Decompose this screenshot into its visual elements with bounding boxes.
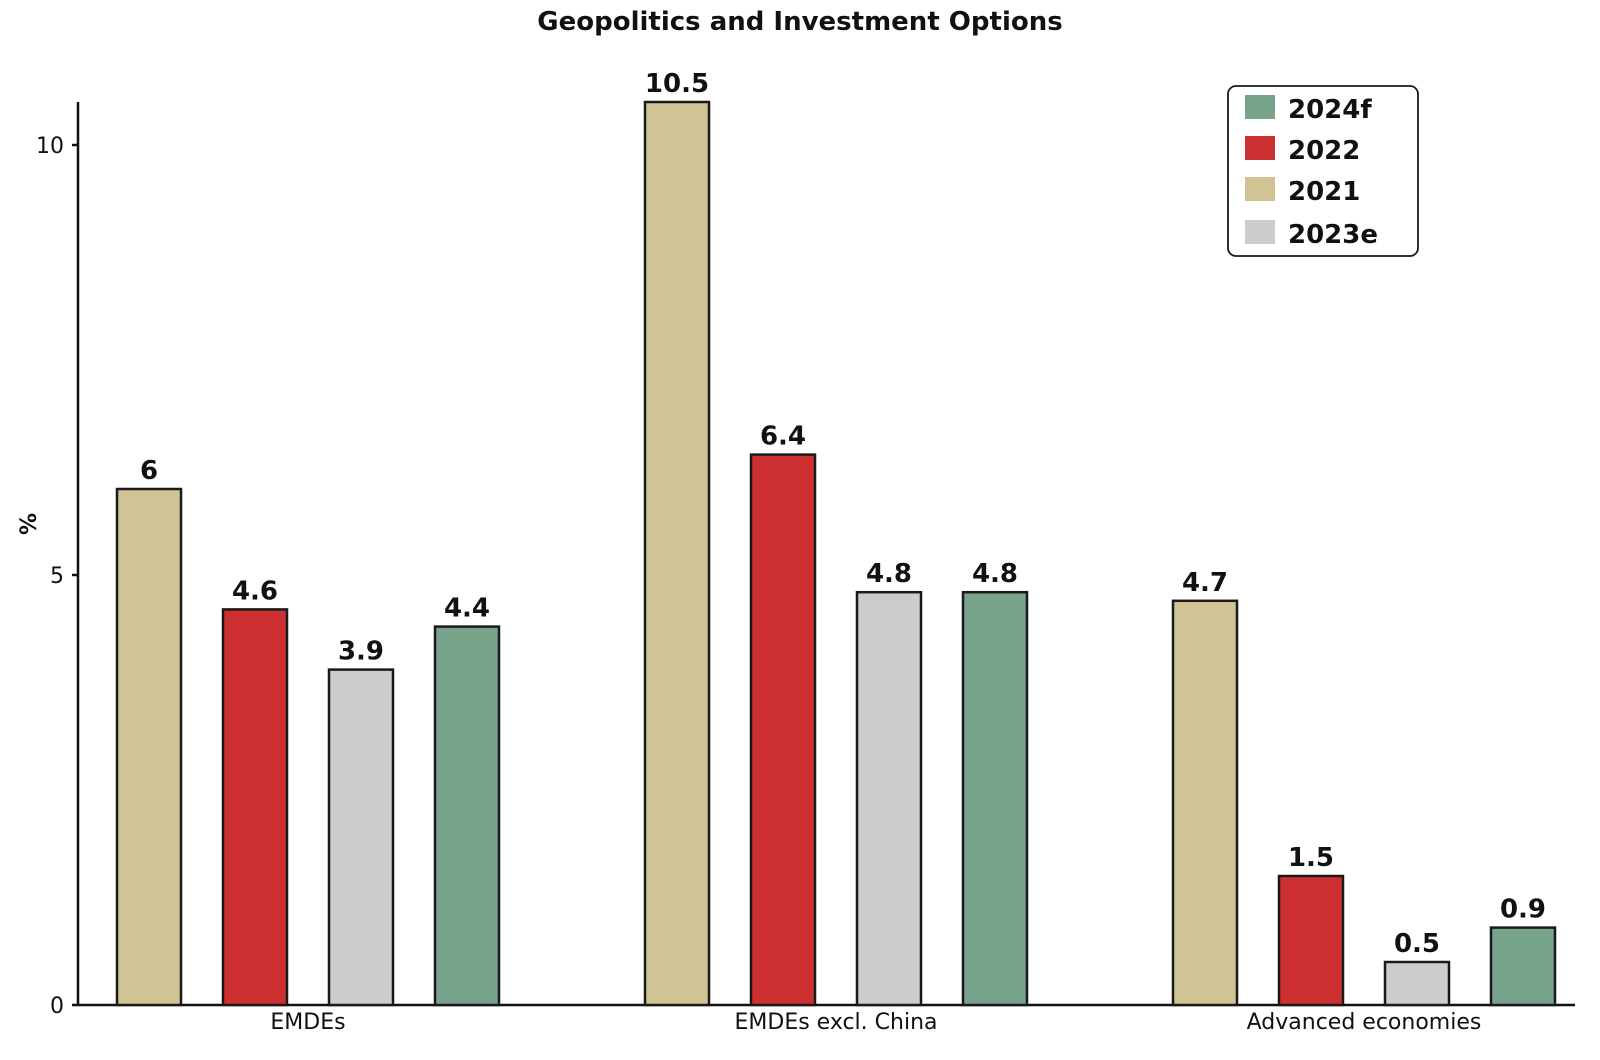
y-tick-label: 0 [50,994,64,1019]
legend-label-2024f: 2024f [1288,95,1372,125]
bar-2024f-0 [433,625,501,1007]
data-label: 4.4 [444,594,490,624]
bar-2022-0 [221,608,289,1007]
y-tick-label: 10 [36,134,64,159]
y-axis-label: % [17,513,42,535]
bar-2022-1 [749,453,817,1007]
legend-label-2023e: 2023e [1288,220,1378,250]
y-tick-label: 5 [50,564,64,589]
data-label: 4.8 [866,559,912,589]
legend-swatch-2023e [1245,220,1275,244]
data-label: 10.5 [645,69,709,99]
x-category-label: EMDEs [270,1010,345,1035]
bar-2023e-0 [327,668,395,1007]
data-label: 3.9 [338,637,384,667]
bars [115,100,1557,1007]
legend-swatch-2024f [1245,95,1275,119]
value-labels: 6 4.6 3.9 4.4 10.5 6.4 4.8 4.8 4.7 1.5 0.5 0.9 [140,69,1546,959]
data-label: 4.7 [1182,568,1228,598]
axes: 0 5 10% EMDEs EMDEs excl. China Advanced econ… [17,102,1575,1035]
bar-2021-2 [1171,599,1239,1007]
data-label: 6.4 [760,422,806,452]
bar-2022-2 [1277,874,1345,1007]
data-label: 6 [140,456,158,486]
data-label: 4.8 [972,559,1018,589]
legend-label-2022: 2022 [1288,136,1360,166]
legend-swatch-2021 [1245,177,1275,201]
data-label: 1.5 [1288,843,1334,873]
data-label: 0.9 [1500,895,1546,925]
bar-2023e-2 [1383,960,1451,1007]
legend-swatch-2022 [1245,136,1275,160]
legend: 2024f 2022 2021 2023e [1227,85,1419,257]
x-category-label: EMDEs excl. China [735,1010,938,1035]
bar-2024f-1 [961,590,1029,1007]
legend-box [1227,85,1419,257]
bar-2024f-2 [1489,926,1557,1007]
data-label: 0.5 [1394,929,1440,959]
data-label: 4.6 [232,576,278,606]
chart-title: Geopolitics and Investment Options [537,7,1062,37]
legend-label-2021: 2021 [1288,177,1360,207]
x-category-label: Advanced economies [1247,1010,1482,1035]
bar-2021-0 [115,487,183,1007]
bar-2021-1 [643,100,711,1007]
bar-2023e-1 [855,590,923,1007]
